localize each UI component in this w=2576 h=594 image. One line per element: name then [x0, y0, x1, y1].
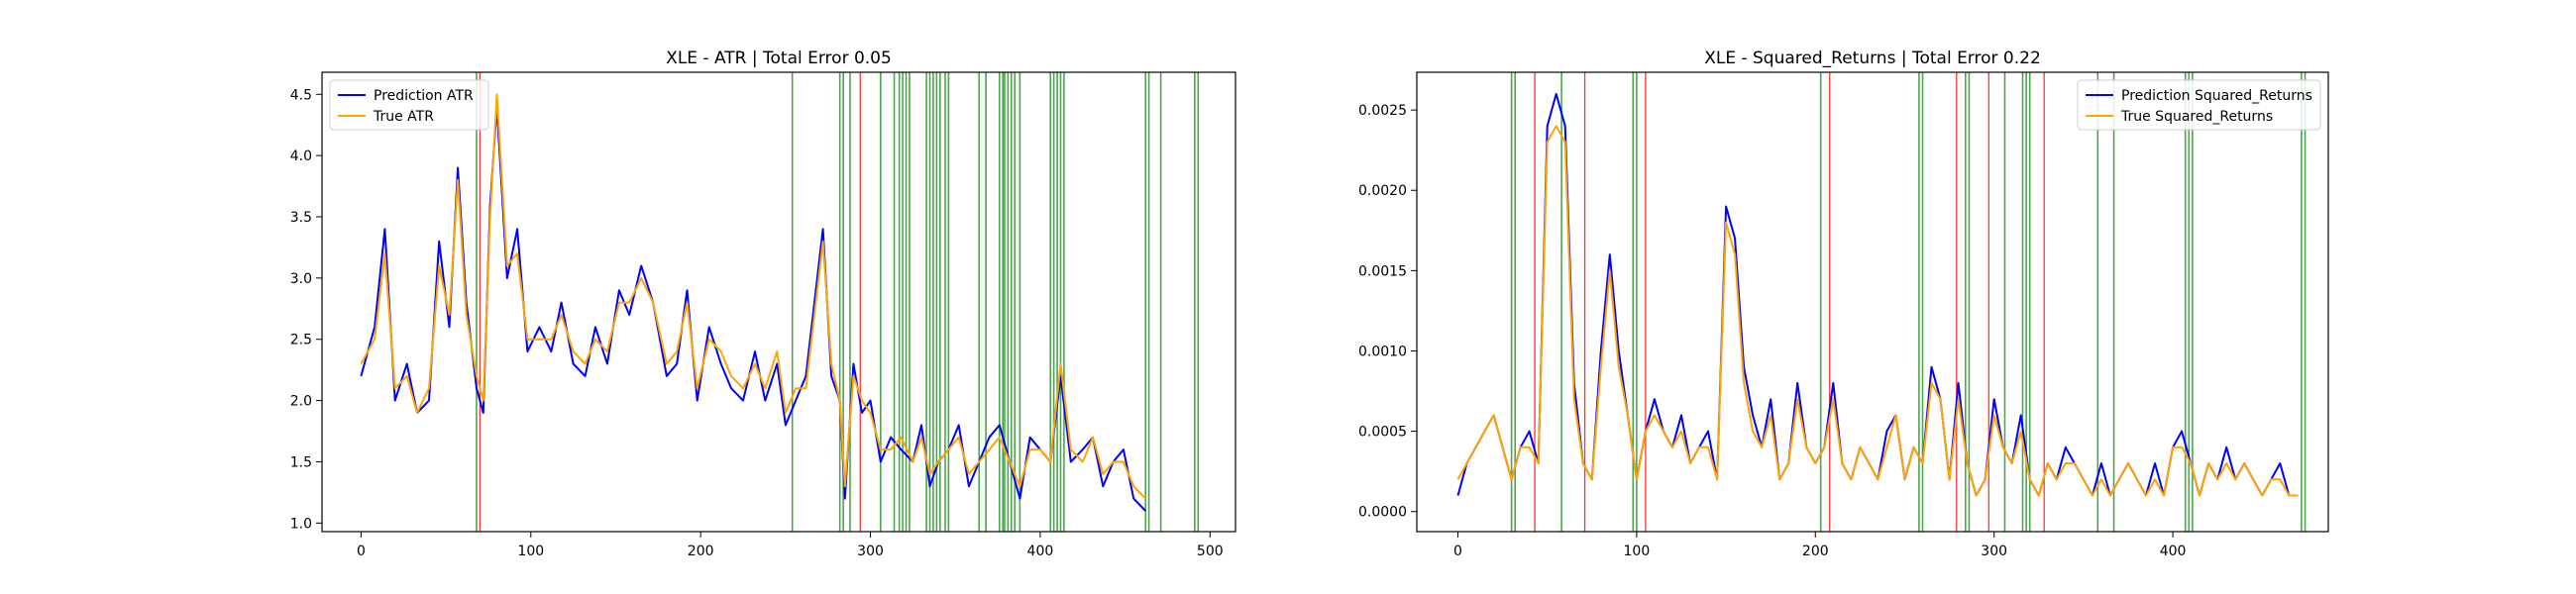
squared-returns-y-tick-label: 0.0025 — [1358, 103, 1407, 119]
atr-y-tick-label: 3.0 — [290, 271, 312, 287]
atr-legend-box — [329, 79, 489, 131]
atr-legend-label: True ATR — [373, 109, 434, 125]
squared-returns-y-tick-label: 0.0000 — [1358, 505, 1407, 521]
atr-series-true-line — [360, 93, 1146, 500]
squared-returns-x-tick-label: 200 — [1802, 544, 1829, 559]
atr-x-tick-label: 0 — [357, 544, 366, 559]
atr-x-tick-label: 300 — [857, 544, 884, 559]
atr-chart: XLE - ATR | Total Error 0.05 0 100 200 300 4… — [290, 49, 1236, 559]
squared-returns-chart-title: XLE - Squared_Returns | Total Error 0.22 — [1704, 49, 2041, 68]
atr-y-tick-label: 2.0 — [290, 394, 312, 410]
atr-x-tick-label: 400 — [1027, 544, 1054, 559]
atr-y-tick-label: 1.0 — [290, 516, 312, 532]
squared-returns-chart: XLE - Squared_Returns | Total Error 0.22… — [1358, 49, 2329, 559]
atr-event-lines — [476, 72, 1200, 532]
squared-returns-series-true-line — [1456, 125, 2299, 497]
squared-returns-x-tick-label: 400 — [2160, 544, 2187, 559]
squared-returns-series-prediction-line — [1456, 92, 2299, 497]
squared-returns-y-tick-label: 0.0015 — [1358, 263, 1407, 279]
atr-series-prediction-line — [360, 105, 1146, 512]
atr-y-tick-label: 2.5 — [290, 333, 312, 348]
atr-x-tick-label: 500 — [1197, 544, 1224, 559]
squared-returns-y-tick-label: 0.0005 — [1358, 425, 1407, 441]
atr-y-tick-label: 4.5 — [290, 87, 312, 103]
squared-returns-x-tick-label: 300 — [1981, 544, 2007, 559]
squared-returns-x-tick-label: 0 — [1453, 544, 1462, 559]
atr-legend: Prediction ATR True ATR — [329, 79, 489, 131]
atr-x-tick-label: 100 — [517, 544, 544, 559]
atr-legend-label: Prediction ATR — [374, 88, 474, 104]
atr-y-tick-label: 3.5 — [290, 210, 312, 226]
squared-returns-axes-frame — [1416, 71, 2329, 533]
squared-returns-event-lines — [1510, 72, 2307, 532]
squared-returns-x-tick-label: 100 — [1624, 544, 1651, 559]
squared-returns-legend-label: Prediction Squared_Returns — [2121, 88, 2312, 104]
atr-y-tick-label: 4.0 — [290, 148, 312, 164]
squared-returns-y-tick-label: 0.0010 — [1358, 344, 1407, 359]
atr-x-tick-label: 200 — [688, 544, 714, 559]
atr-axes-frame — [321, 71, 1236, 533]
squared-returns-y-tick-label: 0.0020 — [1358, 183, 1407, 199]
atr-chart-title: XLE - ATR | Total Error 0.05 — [666, 49, 892, 68]
squared-returns-legend: Prediction Squared_Returns True Squared_R… — [2077, 79, 2321, 131]
atr-y-tick-label: 1.5 — [290, 454, 312, 470]
squared-returns-legend-label: True Squared_Returns — [2120, 109, 2273, 125]
squared-returns-legend-box — [2077, 79, 2321, 131]
